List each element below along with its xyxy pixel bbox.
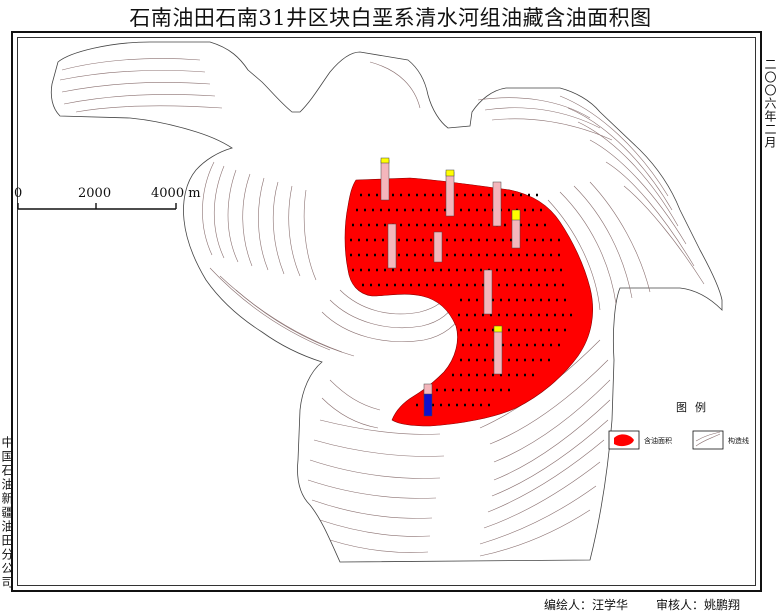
map-area-outline: [50, 41, 723, 563]
scale-bar: [17, 203, 177, 210]
scale-label-2000: 2000: [78, 186, 112, 201]
scale-label-4000: 4000 m: [151, 186, 201, 201]
well-columns: [380, 157, 521, 417]
credit-reviewer: 审核人：姚鹏翔: [656, 598, 741, 612]
scale-label-0: 0: [14, 186, 23, 201]
map-frame-outer: [11, 31, 762, 592]
credit-drawer: 编绘人：汪学华: [544, 598, 629, 612]
legend-label-oil: 含油面积: [644, 437, 672, 445]
legend-oil-swatch: [614, 434, 634, 447]
date-vertical: 二〇〇六年二月: [763, 58, 777, 149]
legend-title: 图例: [676, 401, 714, 414]
map-frame-inner: [17, 37, 756, 586]
map-title: 石南油田石南31井区块白垩系清水河组油藏含油面积图: [129, 6, 652, 30]
legend-label-contour: 构造线: [728, 437, 749, 445]
company-vertical: 中国石油新疆油田分公司: [0, 436, 14, 590]
legend-contour-swatch-box: [692, 430, 724, 450]
legend-contour-swatch: [695, 431, 721, 447]
